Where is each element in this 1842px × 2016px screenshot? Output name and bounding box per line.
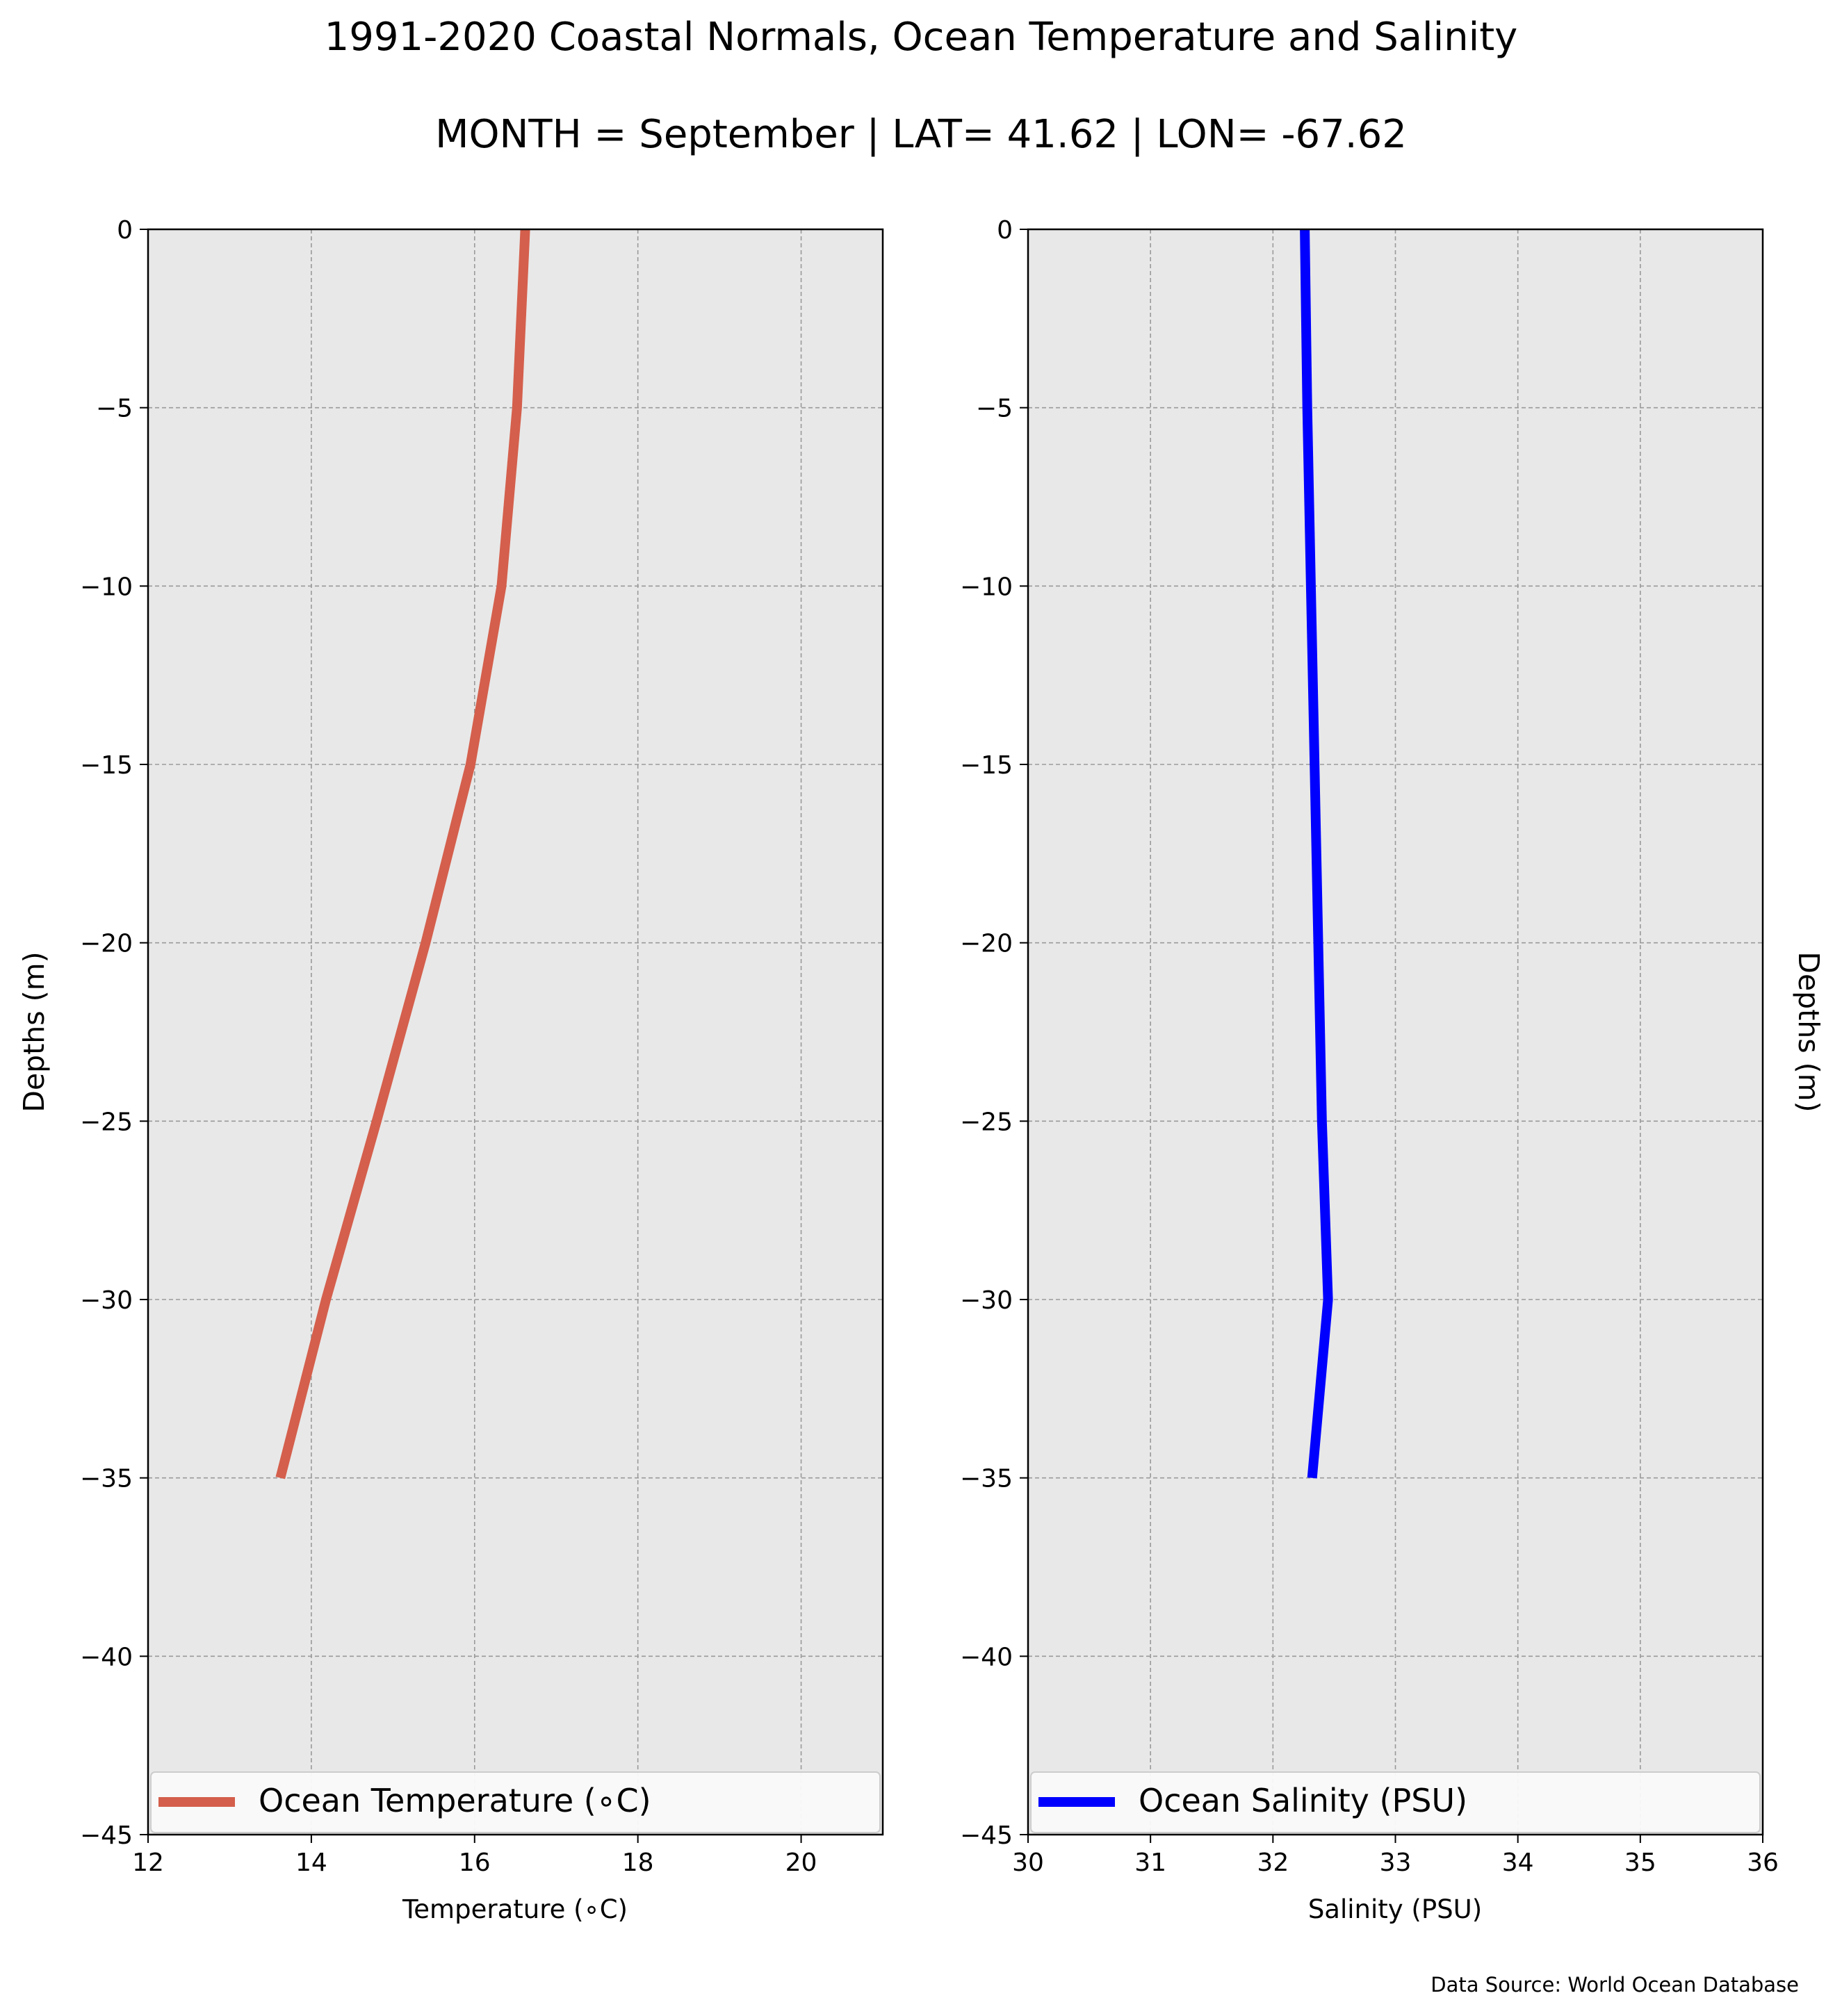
x-tick-label: 12 [132, 1849, 164, 1877]
series-lines [275, 229, 530, 1480]
y-tick-label: −5 [96, 395, 133, 423]
temperature-panel: 12 14 16 18 20 0 −5 −10 −15 −20 −25 −30 −35 −40 −45 O… [17, 216, 884, 1924]
y-axis-ticks: 0 −5 −10 −15 −20 −25 −30 −35 −40 −45 [960, 216, 1028, 1850]
x-axis-label: Temperature (∘C) [402, 1894, 628, 1924]
legend: Ocean Salinity (PSU) [1030, 1771, 1761, 1833]
y-axis-label: Depths (m) [17, 951, 51, 1112]
y-tick-label: −5 [976, 395, 1013, 423]
series-lines [1300, 229, 1333, 1479]
y-tick-label: −45 [80, 1821, 133, 1850]
x-tick-label: 31 [1134, 1849, 1166, 1877]
y-tick-label: −15 [80, 751, 133, 780]
legend-label: Ocean Salinity (PSU) [1139, 1782, 1467, 1819]
y-tick-label: −20 [80, 930, 133, 958]
y-tick-label: −30 [960, 1286, 1013, 1315]
y-tick-label: −45 [960, 1821, 1013, 1850]
plot-frame [147, 228, 884, 1836]
y-tick-label: −10 [80, 573, 133, 601]
y-axis-label-right: Depths (m) [1792, 951, 1825, 1112]
y-tick-label: −30 [80, 1286, 133, 1315]
x-tick-label: 30 [1012, 1849, 1044, 1877]
series-line [1300, 229, 1333, 1479]
data-source-note: Data Source: World Ocean Database [1431, 1973, 1799, 1997]
x-tick-label: 34 [1502, 1849, 1534, 1877]
y-tick-label: −10 [960, 573, 1013, 601]
y-tick-label: −15 [960, 751, 1013, 780]
x-tick-label: 32 [1257, 1849, 1289, 1877]
legend-label: Ocean Temperature (∘C) [259, 1782, 651, 1819]
x-tick-label: 16 [459, 1849, 491, 1877]
y-tick-label: 0 [997, 216, 1013, 245]
x-tick-label: 36 [1747, 1849, 1779, 1877]
x-tick-label: 33 [1380, 1849, 1412, 1877]
y-tick-label: −35 [80, 1465, 133, 1493]
legend: Ocean Temperature (∘C) [150, 1771, 881, 1833]
y-tick-label: 0 [117, 216, 133, 245]
plot-area [148, 229, 883, 1835]
legend-box [150, 1771, 881, 1833]
x-tick-label: 35 [1624, 1849, 1656, 1877]
y-tick-label: −25 [80, 1108, 133, 1136]
series-line [275, 229, 530, 1480]
y-tick-label: −40 [80, 1643, 133, 1671]
y-tick-label: −35 [960, 1465, 1013, 1493]
y-axis-ticks: 0 −5 −10 −15 −20 −25 −30 −35 −40 −45 [80, 216, 148, 1850]
gridlines [148, 229, 883, 1835]
legend-box [1030, 1771, 1761, 1833]
x-tick-label: 20 [785, 1849, 817, 1877]
x-tick-label: 14 [295, 1849, 327, 1877]
y-tick-label: −20 [960, 930, 1013, 958]
gridlines [1028, 229, 1763, 1835]
x-axis-label: Salinity (PSU) [1308, 1894, 1482, 1924]
y-tick-label: −40 [960, 1643, 1013, 1671]
chart-subtitle: MONTH = September | LAT= 41.62 | LON= -6… [435, 112, 1407, 157]
y-tick-label: −25 [960, 1108, 1013, 1136]
salinity-panel: 30 31 32 33 34 35 36 0 −5 −10 −15 −20 −25 −30 −35 −40 −… [960, 216, 1825, 1924]
x-axis-ticks: 30 31 32 33 34 35 36 [1012, 1835, 1779, 1877]
x-axis-ticks: 12 14 16 18 20 [132, 1835, 817, 1877]
chart-title: 1991-2020 Coastal Normals, Ocean Tempera… [325, 15, 1518, 60]
x-tick-label: 18 [622, 1849, 654, 1877]
